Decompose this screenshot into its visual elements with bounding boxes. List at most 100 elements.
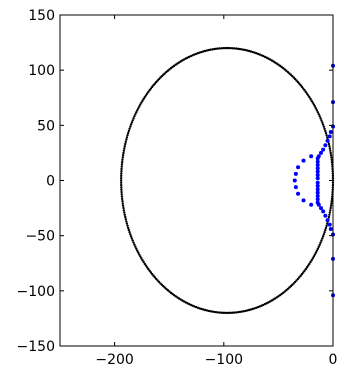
circle-point xyxy=(148,89,151,92)
circle-point xyxy=(240,48,244,51)
circle-point xyxy=(249,308,253,311)
circle-point xyxy=(214,47,218,51)
circle-point xyxy=(220,47,223,50)
circle-point xyxy=(324,131,328,135)
circle-point xyxy=(322,125,326,128)
circle-point xyxy=(323,127,326,130)
circle-point xyxy=(143,262,146,266)
circle-point xyxy=(202,308,205,311)
circle-point xyxy=(126,224,129,227)
circle-point xyxy=(122,149,126,152)
circle-point xyxy=(295,279,298,282)
circle-point xyxy=(123,211,126,214)
circle-point xyxy=(330,156,333,159)
circle-point xyxy=(129,123,133,126)
blue-point xyxy=(315,169,320,174)
circle-point xyxy=(123,145,126,148)
circle-point xyxy=(133,243,136,246)
circle-point xyxy=(310,99,313,103)
circle-point xyxy=(330,202,333,205)
circle-point xyxy=(310,258,313,262)
blue-point xyxy=(309,154,314,159)
circle-point xyxy=(235,47,238,50)
circle-point xyxy=(307,94,310,97)
circle-point xyxy=(142,97,145,101)
circle-point xyxy=(324,228,327,232)
blue-point xyxy=(315,187,320,192)
circle-point xyxy=(148,269,151,272)
circle-point xyxy=(120,186,123,189)
circle-point xyxy=(329,151,332,155)
blue-point xyxy=(315,180,320,185)
circle-point xyxy=(302,271,305,274)
circle-point xyxy=(140,101,143,104)
circle-point xyxy=(313,105,317,108)
circle-point xyxy=(157,280,161,284)
circle-point xyxy=(144,264,148,267)
y-tick-label: 150 xyxy=(28,8,55,24)
circle-point xyxy=(303,269,306,272)
circle-point xyxy=(236,47,240,51)
circle-point xyxy=(120,160,124,164)
blue-point xyxy=(315,200,320,205)
circle-point xyxy=(129,233,132,236)
circle-point xyxy=(131,119,134,122)
circle-point xyxy=(216,47,220,50)
circle-point xyxy=(304,267,307,271)
circle-point xyxy=(156,79,159,82)
data-marks xyxy=(119,46,335,315)
circle-point xyxy=(300,85,304,89)
circle-point xyxy=(321,235,325,238)
circle-point xyxy=(311,101,314,104)
circle-point xyxy=(324,226,328,230)
circle-point xyxy=(152,274,155,277)
circle-point xyxy=(319,241,322,244)
circle-point xyxy=(139,103,142,106)
circle-point xyxy=(134,245,137,248)
circle-point xyxy=(205,309,209,312)
circle-point xyxy=(314,107,318,110)
blue-point xyxy=(328,129,333,134)
circle-point xyxy=(120,170,123,173)
blue-point xyxy=(315,172,320,177)
circle-point xyxy=(222,46,225,50)
circle-point xyxy=(128,231,131,234)
circle-point xyxy=(121,202,124,205)
circle-point xyxy=(312,103,316,106)
blue-point xyxy=(323,143,328,148)
circle-point xyxy=(327,142,331,146)
circle-point xyxy=(328,147,332,150)
blue-point xyxy=(321,147,326,152)
blue-point xyxy=(301,198,306,203)
circle-point xyxy=(144,94,148,97)
y-tick-label: 50 xyxy=(37,118,55,134)
circle-point xyxy=(329,149,332,152)
blue-point xyxy=(301,158,306,163)
blue-point xyxy=(315,163,320,168)
circle-point xyxy=(133,115,136,118)
circle-point xyxy=(202,50,205,53)
circle-point xyxy=(313,253,317,256)
circle-point xyxy=(128,127,131,130)
circle-point xyxy=(145,92,149,95)
circle-point xyxy=(316,111,320,114)
blue-point xyxy=(315,159,320,164)
circle-point xyxy=(249,50,253,53)
circle-point xyxy=(224,311,227,315)
circle-point xyxy=(120,165,123,168)
blue-point xyxy=(315,190,320,195)
circle-point xyxy=(247,308,251,312)
circle-point xyxy=(126,226,130,230)
circle-point xyxy=(224,46,227,50)
y-tick-label: −150 xyxy=(17,339,55,355)
circle-point xyxy=(238,310,242,314)
circle-point xyxy=(120,172,123,175)
circle-point xyxy=(120,167,123,171)
circle-point xyxy=(125,138,128,141)
blue-point xyxy=(327,134,332,139)
circle-point xyxy=(231,47,234,50)
circle-point xyxy=(127,129,131,133)
circle-point xyxy=(229,311,232,315)
